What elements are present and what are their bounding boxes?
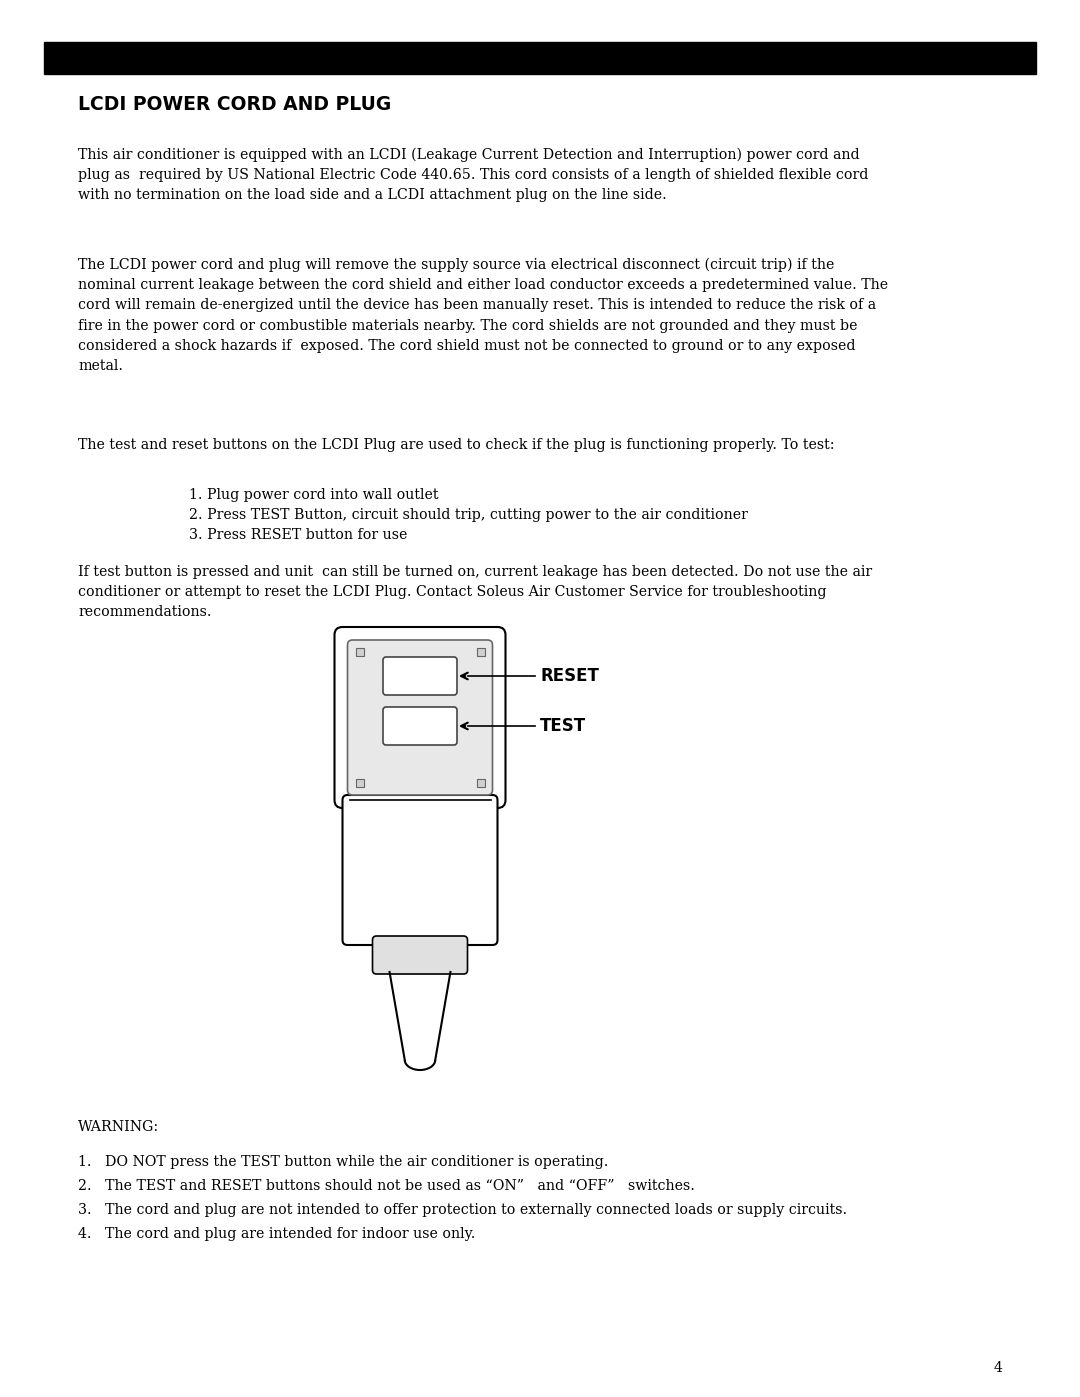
Text: 3.   The cord and plug are not intended to offer protection to externally connec: 3. The cord and plug are not intended to… — [78, 1203, 847, 1217]
Bar — [44, 42, 1036, 74]
Text: The LCDI power cord and plug will remove the supply source via electrical discon: The LCDI power cord and plug will remove… — [78, 258, 888, 373]
FancyBboxPatch shape — [383, 657, 457, 694]
Text: RESET: RESET — [540, 666, 599, 685]
Text: TEST: TEST — [540, 717, 586, 735]
Text: 3. Press RESET button for use: 3. Press RESET button for use — [189, 528, 407, 542]
Text: The test and reset buttons on the LCDI Plug are used to check if the plug is fun: The test and reset buttons on the LCDI P… — [78, 439, 835, 453]
Text: 1.   DO NOT press the TEST button while the air conditioner is operating.: 1. DO NOT press the TEST button while th… — [78, 1155, 608, 1169]
FancyBboxPatch shape — [335, 627, 505, 807]
FancyBboxPatch shape — [383, 707, 457, 745]
Bar — [476, 780, 485, 787]
Bar — [476, 648, 485, 657]
Text: 2.   The TEST and RESET buttons should not be used as “ON”   and “OFF”   switche: 2. The TEST and RESET buttons should not… — [78, 1179, 694, 1193]
FancyBboxPatch shape — [348, 640, 492, 795]
Text: 2. Press TEST Button, circuit should trip, cutting power to the air conditioner: 2. Press TEST Button, circuit should tri… — [189, 509, 747, 522]
Bar — [355, 648, 364, 657]
Text: WARNING:: WARNING: — [78, 1120, 159, 1134]
Text: LCDI POWER CORD AND PLUG: LCDI POWER CORD AND PLUG — [78, 95, 391, 115]
Text: This air conditioner is equipped with an LCDI (Leakage Current Detection and Int: This air conditioner is equipped with an… — [78, 148, 868, 203]
FancyBboxPatch shape — [373, 936, 468, 974]
Text: 4: 4 — [994, 1361, 1002, 1375]
Bar — [355, 780, 364, 787]
Text: 1. Plug power cord into wall outlet: 1. Plug power cord into wall outlet — [189, 488, 438, 502]
Text: 4.   The cord and plug are intended for indoor use only.: 4. The cord and plug are intended for in… — [78, 1227, 475, 1241]
FancyBboxPatch shape — [342, 795, 498, 944]
Text: If test button is pressed and unit  can still be turned on, current leakage has : If test button is pressed and unit can s… — [78, 564, 873, 619]
